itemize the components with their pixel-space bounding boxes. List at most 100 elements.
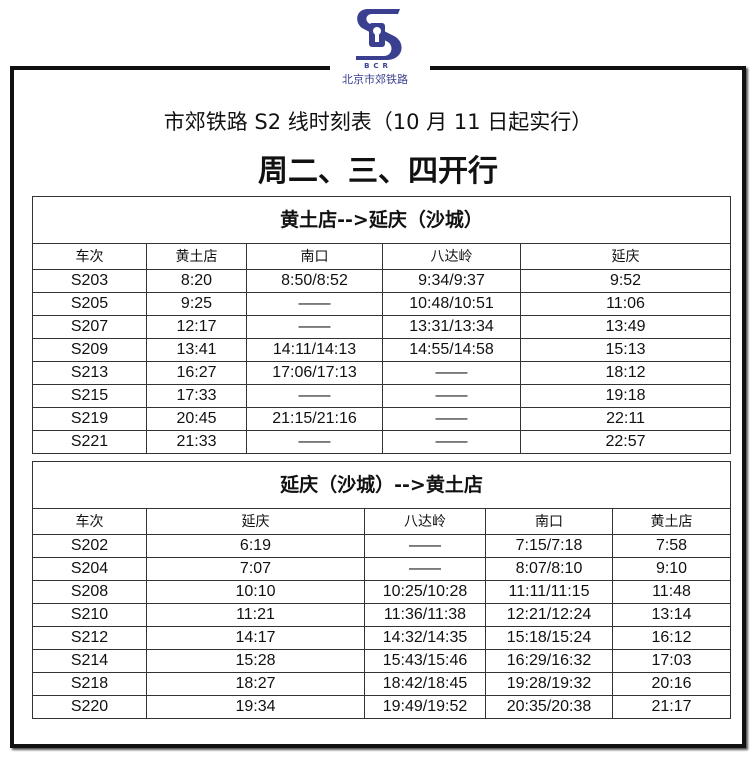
time-cell: 8:50/8:52 [246,269,383,293]
time-cell: 15:13 [519,338,732,362]
time-cell: 10:48/10:51 [382,292,521,316]
table-row: S208 10:10 10:25/10:28 11:11/11:15 11:48 [32,580,732,604]
time-cell: —— [382,361,521,385]
time-cell: —— [246,430,383,454]
train-number: S215 [32,384,147,408]
time-cell: 11:48 [611,580,732,604]
time-cell: 15:43/15:46 [364,649,486,673]
bcr-logo-icon [356,9,402,60]
time-cell: 15:28 [146,649,365,673]
column-header: 南口 [485,508,613,535]
train-number: S205 [32,292,147,316]
table-row: S215 17:33 —— —— 19:18 [32,384,732,408]
train-number: S207 [32,315,147,339]
column-header: 黄土店 [611,508,732,535]
time-cell: 11:36/11:38 [364,603,486,627]
time-cell: 7:07 [146,557,365,581]
time-cell: —— [364,557,486,581]
time-cell: 7:58 [611,534,732,558]
time-cell: 19:49/19:52 [364,695,486,719]
time-cell: 6:19 [146,534,365,558]
time-cell: 20:16 [611,672,732,696]
time-cell: 12:21/12:24 [485,603,613,627]
timetable-inbound: 延庆（沙城）-->黄土店 车次 延庆 八达岭 南口 黄土店 S202 6:19 —— 7:15/7… [31,461,732,719]
table-row: S214 15:28 15:43/15:46 16:29/16:32 17:03 [32,649,732,673]
time-cell: 19:18 [519,384,732,408]
table-row: S207 12:17 —— 13:31/13:34 13:49 [32,315,732,339]
time-cell: 14:11/14:13 [246,338,383,362]
table-row: S205 9:25 —— 10:48/10:51 11:06 [32,292,732,316]
table-row: S209 13:41 14:11/14:13 14:55/14:58 15:13 [32,338,732,362]
column-header: 黄土店 [146,243,247,270]
time-cell: 20:35/20:38 [485,695,613,719]
time-cell: 16:12 [611,626,732,650]
train-number: S212 [32,626,147,650]
time-cell: 14:55/14:58 [382,338,521,362]
time-cell: 9:34/9:37 [382,269,521,293]
table-row: S221 21:33 —— —— 22:57 [32,430,732,454]
column-header: 车次 [32,243,147,270]
train-number: S208 [32,580,147,604]
train-number: S213 [32,361,147,385]
column-header-row: 车次 黄土店 南口 八达岭 延庆 [32,243,732,270]
time-cell: —— [246,384,383,408]
page-subtitle: 周二、三、四开行 [258,154,498,189]
train-number: S221 [32,430,147,454]
table-row: S202 6:19 —— 7:15/7:18 7:58 [32,534,732,558]
time-cell: 8:20 [146,269,247,293]
time-cell: 12:17 [146,315,247,339]
time-cell: 22:11 [519,407,732,431]
table-row: S210 11:21 11:36/11:38 12:21/12:24 13:14 [32,603,732,627]
page-title: 市郊铁路 S2 线时刻表（10 月 11 日起实行） [163,110,593,134]
time-cell: 19:28/19:32 [485,672,613,696]
time-cell: 9:25 [146,292,247,316]
time-cell: —— [364,534,486,558]
time-cell: 13:14 [611,603,732,627]
time-cell: 14:17 [146,626,365,650]
train-number: S210 [32,603,147,627]
logo-abbr: BCR [364,62,392,70]
time-cell: 13:41 [146,338,247,362]
time-cell: 16:29/16:32 [485,649,613,673]
column-header: 延庆 [146,508,365,535]
time-cell: 18:27 [146,672,365,696]
time-cell: 10:25/10:28 [364,580,486,604]
time-cell: 19:34 [146,695,365,719]
train-number: S218 [32,672,147,696]
table-row: S220 19:34 19:49/19:52 20:35/20:38 21:17 [32,695,732,719]
time-cell: 20:45 [146,407,247,431]
time-cell: —— [382,384,521,408]
train-number: S203 [32,269,147,293]
column-header-row: 车次 延庆 八达岭 南口 黄土店 [32,508,732,535]
time-cell: —— [246,315,383,339]
time-cell: 17:03 [611,649,732,673]
time-cell: 13:31/13:34 [382,315,521,339]
table-row: S218 18:27 18:42/18:45 19:28/19:32 20:16 [32,672,732,696]
column-header: 南口 [246,243,383,270]
bcr-logo: BCR 北京市郊铁路 [342,6,413,96]
time-cell: 16:27 [146,361,247,385]
time-cell: 15:18/15:24 [485,626,613,650]
time-cell: 10:10 [146,580,365,604]
time-cell: —— [382,407,521,431]
column-header: 延庆 [519,243,732,270]
time-cell: 8:07/8:10 [485,557,613,581]
table-row: S213 16:27 17:06/17:13 —— 18:12 [32,361,732,385]
time-cell: 21:17 [611,695,732,719]
time-cell: 11:21 [146,603,365,627]
train-number: S202 [32,534,147,558]
direction-header: 延庆（沙城）-->黄土店 [31,461,732,509]
time-cell: 11:11/11:15 [485,580,613,604]
time-cell: —— [382,430,521,454]
time-cell: 18:42/18:45 [364,672,486,696]
time-cell: 18:12 [519,361,732,385]
time-cell: 17:33 [146,384,247,408]
time-cell: 21:15/21:16 [246,407,383,431]
time-cell: 7:15/7:18 [485,534,613,558]
time-cell: 9:52 [519,269,732,293]
train-number: S209 [32,338,147,362]
time-cell: —— [246,292,383,316]
table-row: S204 7:07 —— 8:07/8:10 9:10 [32,557,732,581]
time-cell: 13:49 [519,315,732,339]
column-header: 车次 [32,508,147,535]
